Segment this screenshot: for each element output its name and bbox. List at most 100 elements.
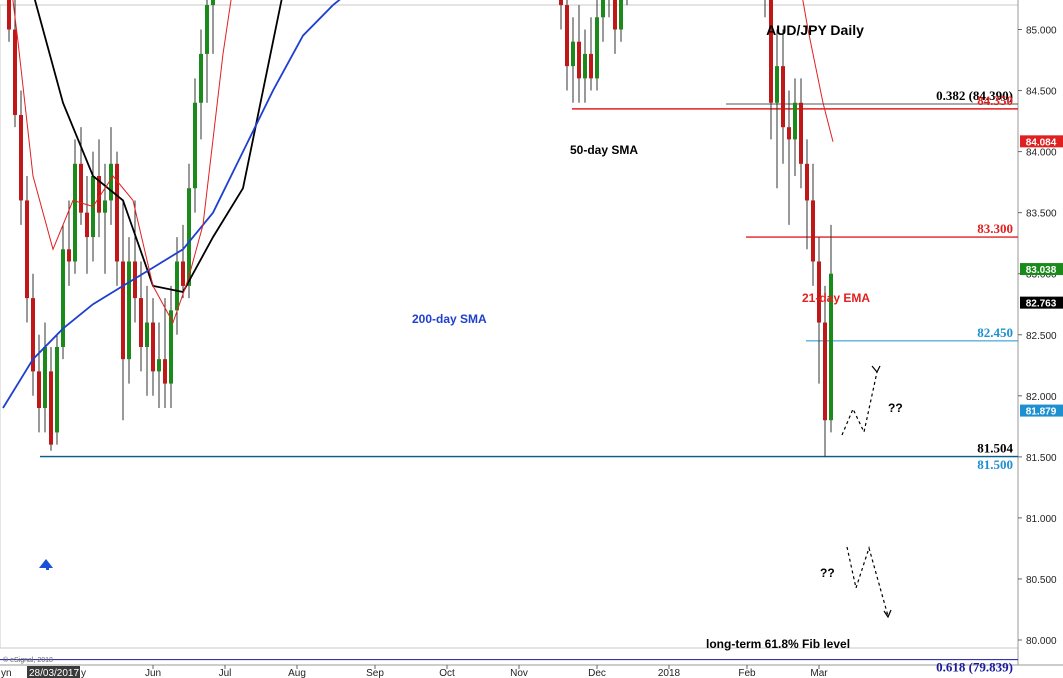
level-label: 83.300 <box>977 221 1013 236</box>
candle-body <box>583 53 587 79</box>
x-tick-label: Nov <box>510 668 528 678</box>
candle-body <box>187 188 191 286</box>
candle-body <box>49 371 53 445</box>
y-tick-label: 81.000 <box>1026 514 1057 525</box>
candle-body <box>169 310 173 384</box>
candle-body <box>139 298 143 347</box>
candle-body <box>85 212 89 238</box>
price-badge-box <box>1020 135 1063 148</box>
candle-body <box>619 0 623 30</box>
x-tick-label: Oct <box>439 668 455 678</box>
candle-body <box>565 5 569 67</box>
x-axis: Jun Jul Aug Sep Oct Nov Dec 2018 Feb Mar <box>145 665 828 678</box>
price-badge-text: 83.038 <box>1026 265 1057 276</box>
annotations-layer <box>841 365 892 619</box>
candle-body <box>769 0 773 103</box>
y-tick-label: 83.500 <box>1026 209 1057 220</box>
y-tick-label: 83.000 <box>1026 270 1057 281</box>
x-tick-label: Mar <box>810 668 828 678</box>
arrow-head-up-icon <box>871 365 881 374</box>
candle-body <box>613 0 617 30</box>
y-axis: 80.000 80.500 81.000 81.500 82.000 82.500 83.0… <box>1018 26 1057 647</box>
series-line <box>12 0 834 324</box>
ann-sma200: 200-day SMA <box>412 312 487 326</box>
x-tick-label: Sep <box>366 668 384 678</box>
ann-q-upper: ?? <box>888 401 903 415</box>
candle-body <box>103 200 107 213</box>
ann-q-lower: ?? <box>820 566 835 580</box>
candle-body <box>43 346 47 409</box>
price-badge-text: 84.084 <box>1026 137 1057 148</box>
candle-body <box>151 322 155 372</box>
ann-fib: long-term 61.8% Fib level <box>706 637 850 651</box>
scenario-path-down <box>846 545 889 617</box>
price-badge-text: 81.879 <box>1026 407 1057 418</box>
x-tick-label: Jul <box>219 668 232 678</box>
y-tick-label: 81.500 <box>1026 453 1057 464</box>
price-badge-box <box>1020 296 1063 309</box>
chart-title: AUD/JPY Daily <box>766 22 864 38</box>
candle-body <box>811 200 815 262</box>
candle-body <box>31 298 35 372</box>
candle-body <box>13 29 17 115</box>
scenario-path-up <box>841 371 878 436</box>
candle-body <box>157 359 161 372</box>
candle-body <box>115 163 119 262</box>
arrow-head-down-icon <box>883 609 892 619</box>
x-tick-label: Aug <box>288 668 306 678</box>
candle-body <box>25 200 29 299</box>
candle-body <box>823 322 827 421</box>
series-layer <box>2 0 834 409</box>
ann-ema21: 21-day EMA <box>802 291 870 305</box>
level-label: 84.350 <box>977 93 1013 108</box>
candle-body <box>133 261 137 299</box>
candle-body <box>121 261 125 360</box>
candle-body <box>571 41 575 67</box>
series-line <box>2 0 341 409</box>
x-tick-label: Jun <box>145 668 161 678</box>
candle-body <box>55 346 59 433</box>
series-line <box>34 0 283 294</box>
y-tick-label: 80.000 <box>1026 636 1057 647</box>
candle-body <box>211 0 215 6</box>
candle-body <box>19 114 23 201</box>
ann-sma50: 50-day SMA <box>570 143 638 157</box>
candle-body <box>829 273 833 421</box>
source-note: © eSignal, 2018 <box>3 656 53 664</box>
level-label: 0.618 (79.839) <box>936 660 1013 675</box>
level-label: 81.500 <box>977 457 1013 472</box>
arrow-up-icon <box>39 559 53 570</box>
y-tick-label: 85.000 <box>1026 26 1057 37</box>
price-badge-text: 82.763 <box>1026 299 1057 310</box>
candle-body <box>97 176 101 213</box>
candle-body <box>805 163 809 201</box>
x-tick-label: Dec <box>588 668 606 678</box>
x-tick-label: 2018 <box>658 668 681 678</box>
candle-body <box>175 261 179 311</box>
candle-body <box>589 53 593 79</box>
candle-body <box>73 163 77 262</box>
candle-body <box>601 0 605 18</box>
price-badge-box <box>1020 263 1063 276</box>
candle-body <box>7 0 11 30</box>
candle-body <box>793 102 797 140</box>
level-label: 82.450 <box>977 325 1013 340</box>
date-flag-box <box>27 666 80 678</box>
candle-body <box>595 17 599 79</box>
level-label: 0.382 (84.390) <box>936 88 1013 103</box>
candle-body <box>205 5 209 54</box>
y-tick-label: 84.000 <box>1026 148 1057 159</box>
price-badges: 90.28787.90986.56286.36284.08483.03882.7… <box>1020 135 1063 418</box>
candles-layer <box>7 0 833 457</box>
candle-body <box>109 163 113 201</box>
candle-body <box>145 322 149 347</box>
level-label: 81.504 <box>977 440 1013 455</box>
y-tick-label: 84.500 <box>1026 87 1057 98</box>
candle-body <box>775 66 779 103</box>
price-badge-box <box>1020 404 1063 417</box>
y-tick-label: 80.500 <box>1026 575 1057 586</box>
candle-body <box>799 102 803 164</box>
candle-body <box>193 102 197 189</box>
candle-body <box>127 261 131 360</box>
